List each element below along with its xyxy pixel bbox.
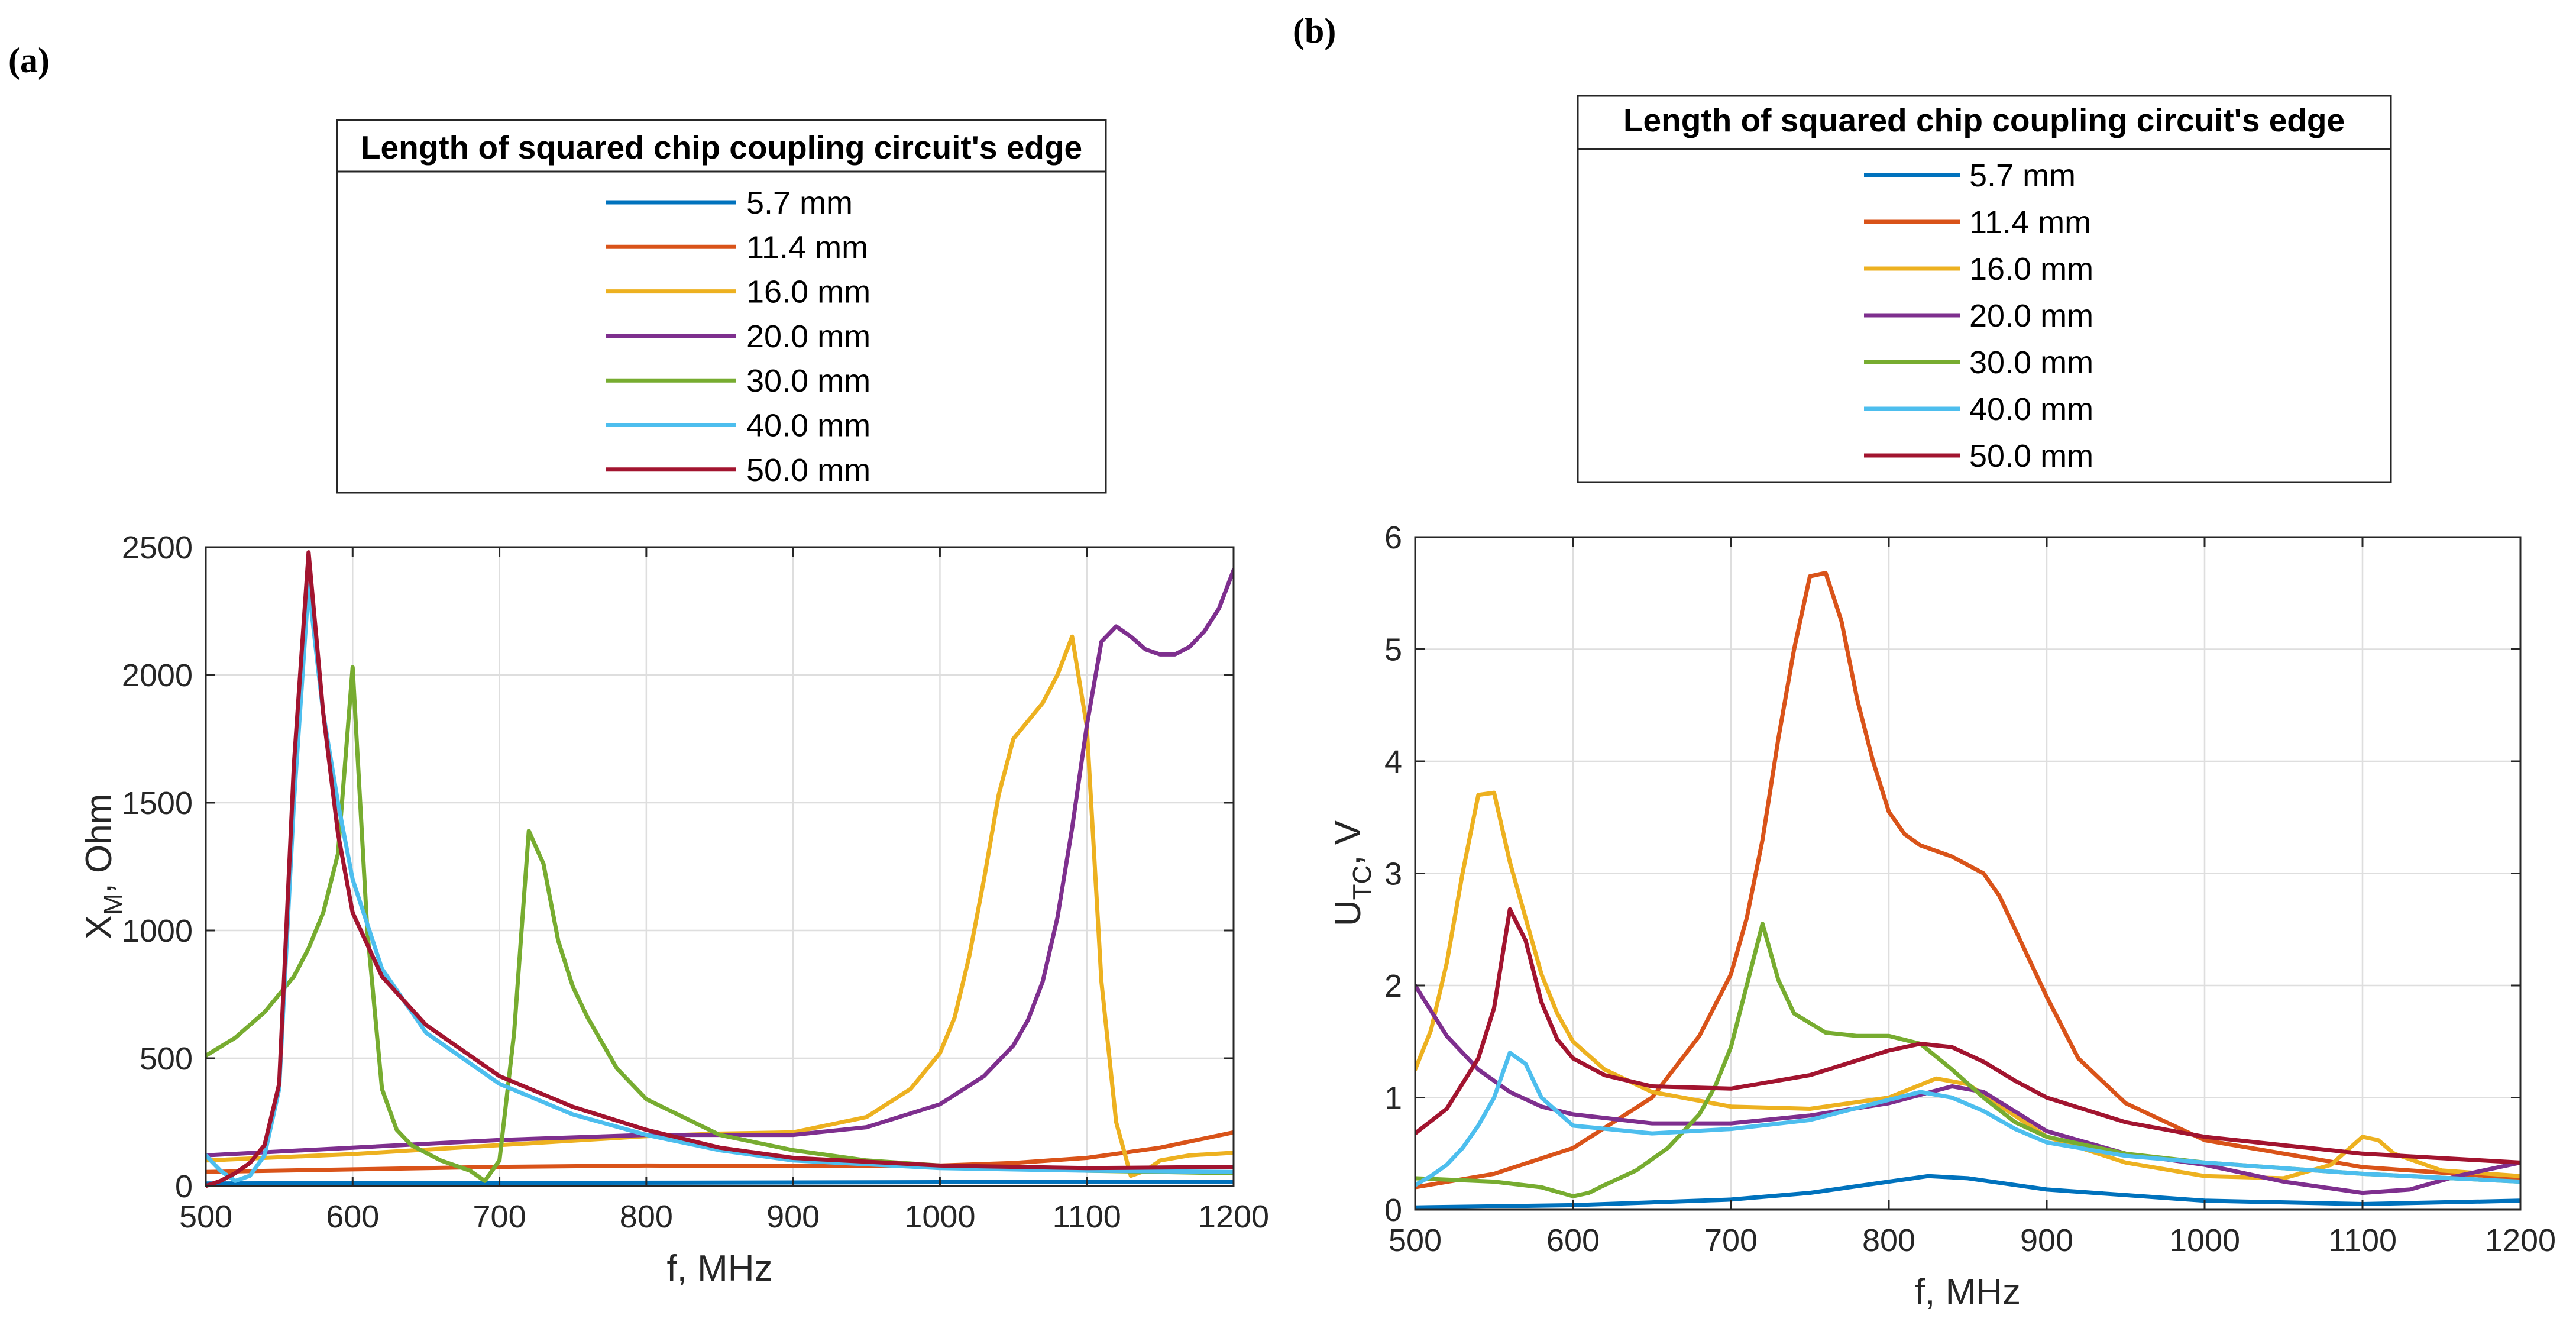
x-axis-label: f, MHz: [1915, 1272, 2021, 1313]
legend-b: Length of squared chip coupling circuit'…: [1577, 95, 2392, 483]
y-tick-label: 3: [1384, 857, 1402, 892]
x-tick-label: 700: [1704, 1223, 1758, 1258]
legend-b-title: Length of squared chip coupling circuit'…: [1623, 102, 2345, 138]
legend-entry-label: 40.0 mm: [1969, 392, 2093, 427]
series-line-30-0-mm: [206, 665, 1234, 1183]
x-tick-label: 1200: [1198, 1199, 1269, 1235]
legend-entry-label: 40.0 mm: [746, 408, 870, 444]
legend-entry-label: 20.0 mm: [1969, 298, 2093, 334]
x-tick-label: 1000: [904, 1199, 975, 1235]
y-tick-label: 1000: [122, 913, 193, 949]
series-line-11-4-mm: [1415, 571, 2520, 1190]
y-tick-label: 1: [1384, 1081, 1402, 1116]
legend-entry-label: 11.4 mm: [746, 230, 868, 265]
x-tick-label: 1200: [2485, 1223, 2556, 1258]
y-tick-label: 6: [1384, 520, 1402, 555]
series-line-5-7-mm: [206, 1180, 1234, 1186]
chart-a: 500 600 700 800 900 1000 1100 12000500100015002…: [79, 530, 1269, 1289]
series-line-40-0-mm: [1415, 1051, 2520, 1187]
series-line-50-0-mm: [1415, 907, 2520, 1165]
legend-entry-label: 20.0 mm: [746, 319, 870, 354]
legend-entry-label: 5.7 mm: [1969, 158, 2076, 193]
y-tick-label: 0: [1384, 1193, 1402, 1228]
x-tick-label: 1000: [2169, 1223, 2240, 1258]
legend-b-box: [1577, 95, 2392, 483]
axes-box: [205, 546, 1235, 1187]
legend-entry-label: 30.0 mm: [1969, 345, 2093, 380]
chart-b: 500 600 700 800 900 1000 1100 1200 0 1 2 3 4 5 6 f, MHz…: [1328, 520, 2556, 1313]
series-group: [206, 550, 1234, 1188]
x-tick-label: 600: [326, 1199, 379, 1235]
y-tick-label: 4: [1384, 744, 1402, 780]
legend-a: Length of squared chip coupling circuit'…: [336, 119, 1107, 494]
x-tick-label: 700: [473, 1199, 526, 1235]
x-tick-label: 900: [2020, 1223, 2073, 1258]
y-tick-label: 0: [175, 1169, 193, 1204]
series-line-40-0-mm: [206, 583, 1234, 1183]
series-line-50-0-mm: [206, 550, 1234, 1188]
x-tick-label: 500: [179, 1199, 232, 1235]
y-tick-label: 500: [140, 1041, 193, 1077]
panel-label-b: (b): [1293, 11, 1336, 50]
y-axis-label: UTC, V: [1328, 820, 1377, 926]
panel-label-a: (a): [8, 41, 50, 80]
legend-a-title: Length of squared chip coupling circuit'…: [361, 129, 1082, 166]
x-tick-label: 900: [766, 1199, 820, 1235]
x-tick-label: 600: [1546, 1223, 1600, 1258]
y-tick-label: 2: [1384, 968, 1402, 1004]
x-axis-label: f, MHz: [666, 1248, 772, 1289]
y-tick-label: 1500: [122, 786, 193, 821]
x-tick-label: 1100: [1053, 1199, 1121, 1235]
legend-entry-label: 16.0 mm: [746, 274, 870, 310]
legend-entry-label: 11.4 mm: [1969, 205, 2091, 240]
legend-entry-label: 50.0 mm: [746, 453, 870, 488]
legend-a-box: [336, 119, 1107, 494]
y-tick-label: 2500: [122, 530, 193, 566]
legend-entry-label: 16.0 mm: [1969, 251, 2093, 287]
series-line-30-0-mm: [1415, 922, 2520, 1198]
plot-area: [206, 547, 1234, 1186]
legend-entry-label: 5.7 mm: [746, 185, 853, 221]
legend-entry-label: 50.0 mm: [1969, 438, 2093, 474]
legend-entry-label: 30.0 mm: [746, 363, 870, 399]
series-line-5-7-mm: [1415, 1174, 2520, 1210]
series-group: [1415, 571, 2520, 1210]
x-tick-label: 500: [1389, 1223, 1442, 1258]
x-tick-label: 800: [620, 1199, 673, 1235]
y-tick-label: 5: [1384, 632, 1402, 668]
series-line-20-0-mm: [1415, 983, 2520, 1195]
x-tick-label: 800: [1862, 1223, 1915, 1258]
x-tick-label: 1100: [2328, 1223, 2397, 1258]
y-tick-label: 2000: [122, 658, 193, 693]
y-axis-label: XM, Ohm: [79, 794, 128, 940]
series-line-20-0-mm: [206, 568, 1234, 1158]
